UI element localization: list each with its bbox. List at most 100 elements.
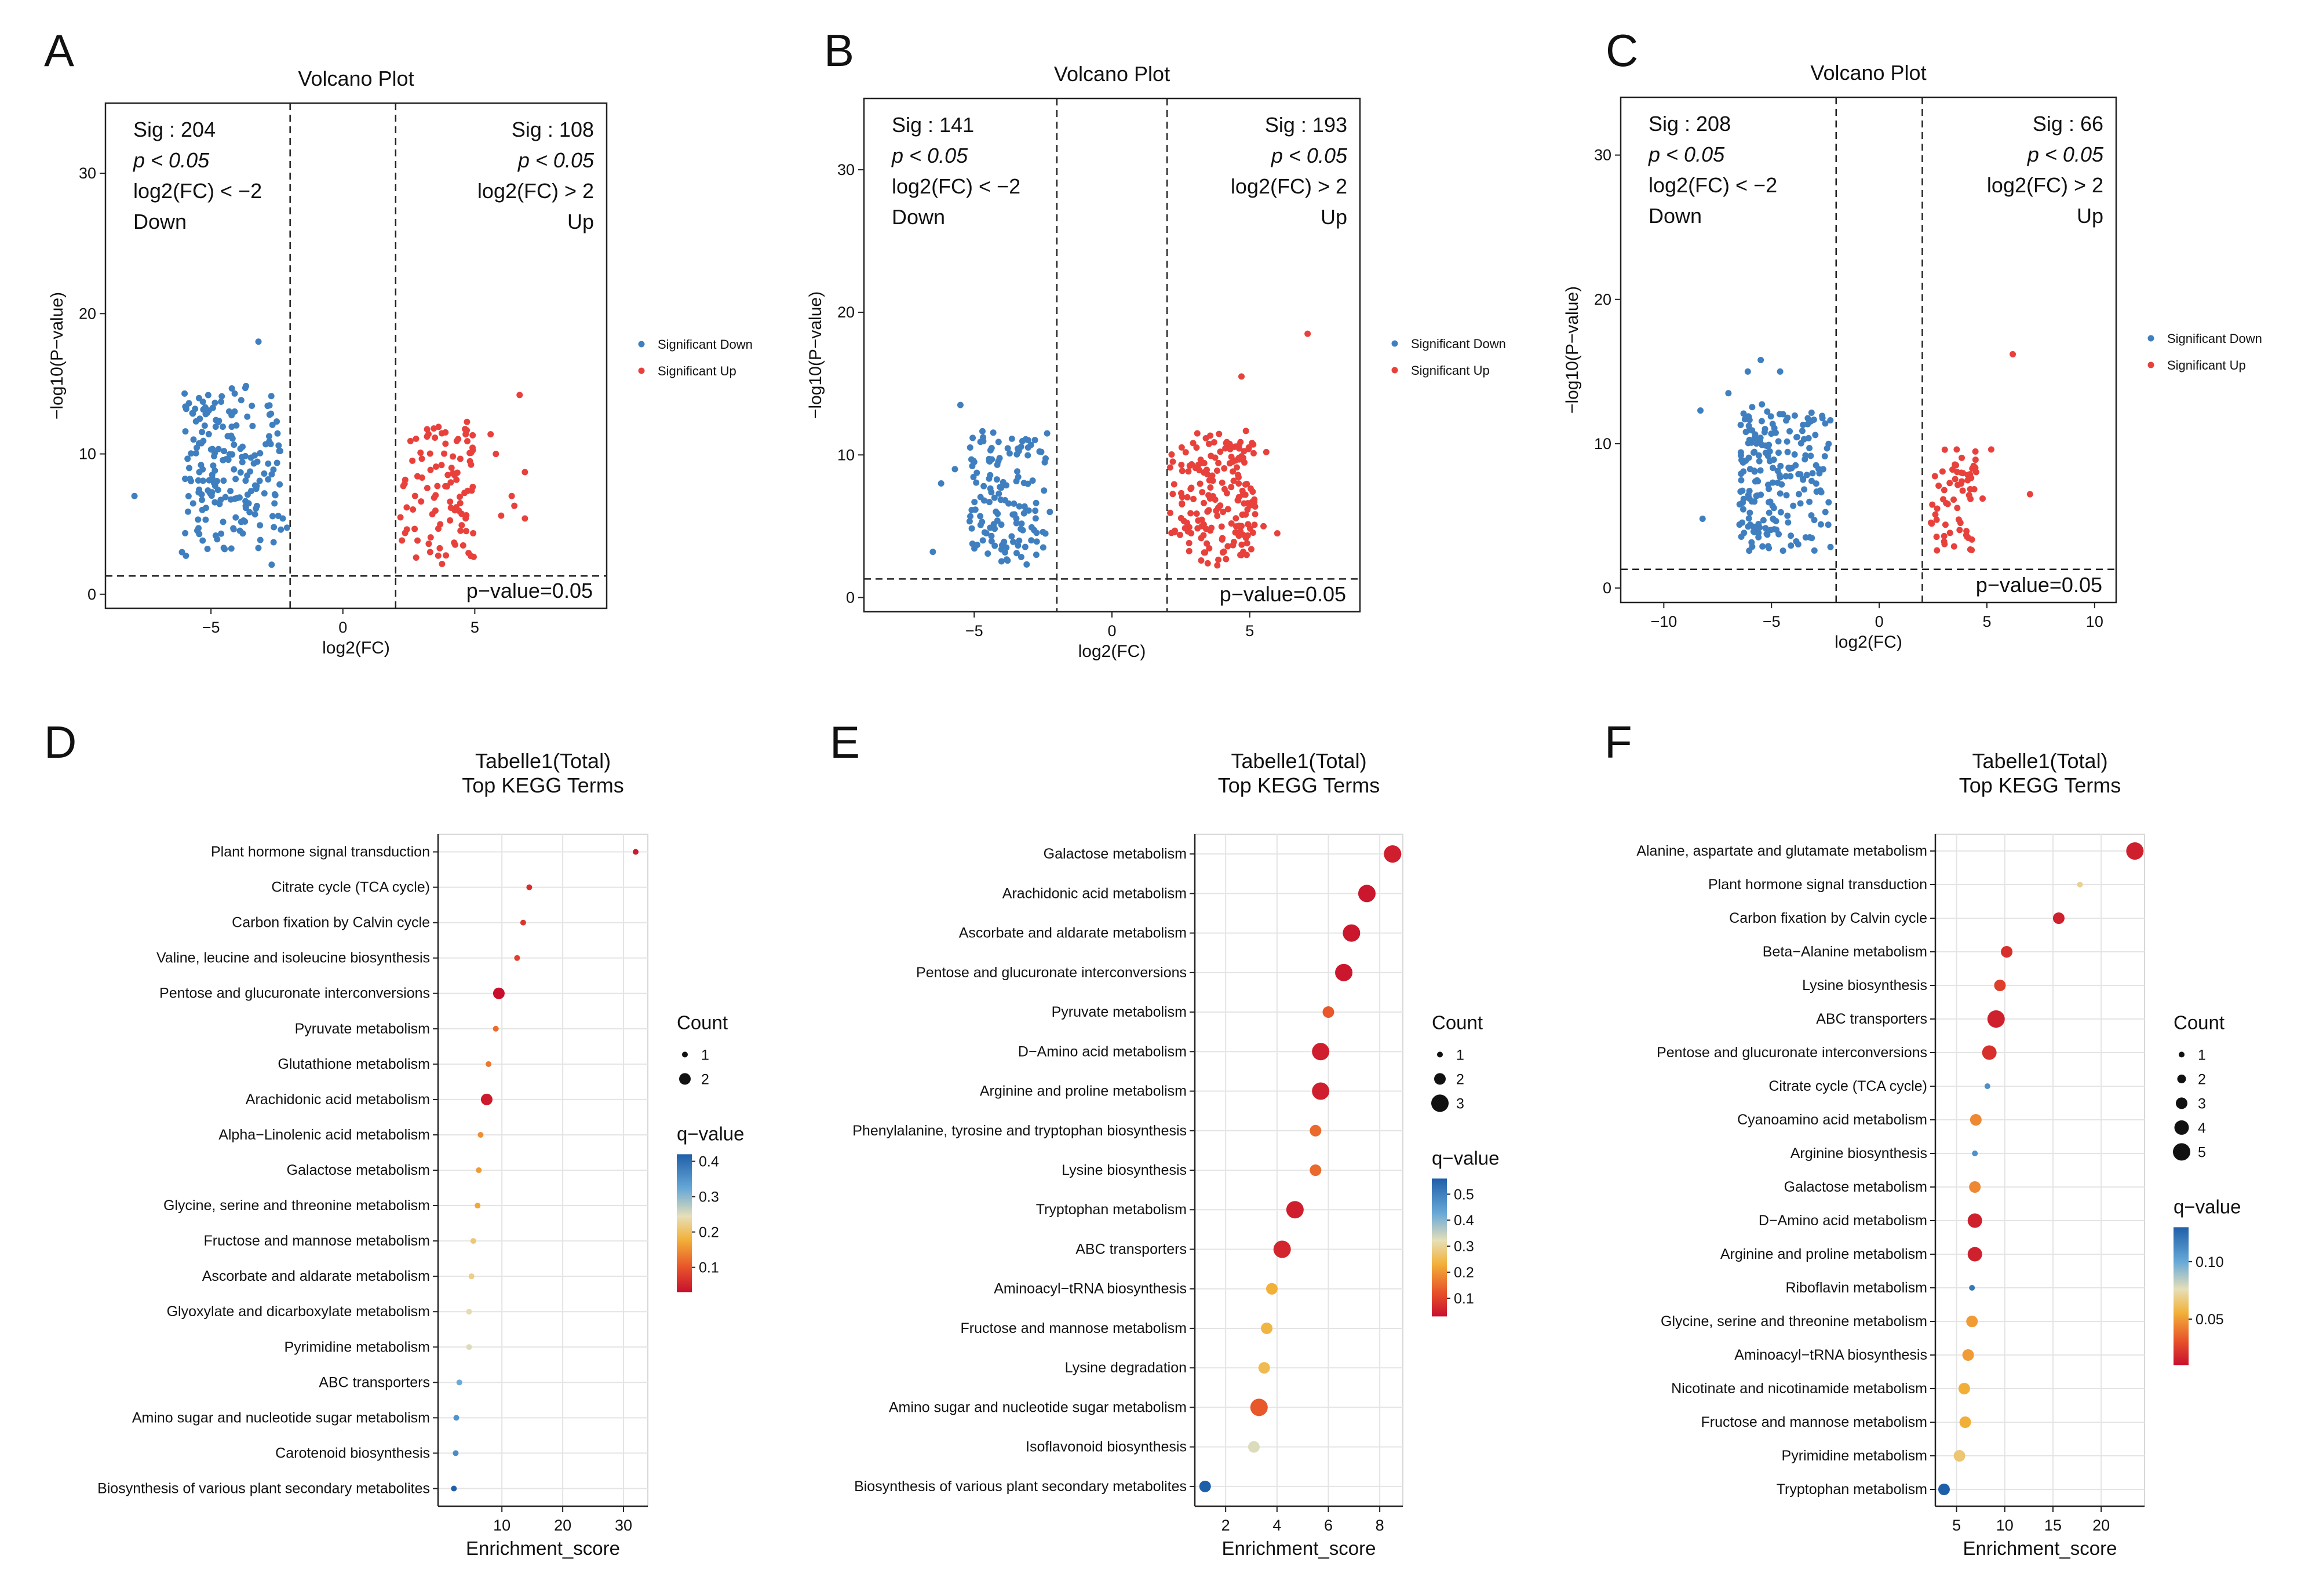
- significant-down-point: [1808, 512, 1815, 519]
- significant-up-point: [1242, 428, 1249, 434]
- significant-down-point: [218, 399, 225, 406]
- significant-up-point: [1941, 532, 1948, 539]
- significant-down-point: [1778, 481, 1785, 488]
- significant-down-point: [200, 437, 207, 444]
- x-tick-label: −5: [202, 619, 220, 636]
- chart-title: Tabelle1(Total): [1972, 749, 2107, 773]
- significant-down-point: [986, 475, 993, 482]
- x-tick-label: 5: [1982, 613, 1991, 630]
- significant-down-point: [270, 539, 277, 546]
- significant-up-point: [1235, 523, 1242, 529]
- chart-subtitle: Top KEGG Terms: [1218, 773, 1380, 797]
- significant-up-point: [1238, 552, 1245, 558]
- kegg-term-label: Arginine and proline metabolism: [980, 1083, 1187, 1100]
- colorbar-tick-label: 0.1: [699, 1260, 719, 1276]
- significant-down-point: [205, 392, 211, 399]
- kegg-term-bubble: [1312, 1043, 1330, 1061]
- significant-up-point: [1946, 480, 1953, 487]
- y-tick-label: 10: [1594, 435, 1611, 452]
- significant-down-point: [214, 536, 221, 543]
- kegg-term-label: Amino sugar and nucleotide sugar metabol…: [132, 1409, 430, 1426]
- significant-down-point: [1753, 492, 1760, 499]
- significant-down-point: [1025, 507, 1032, 514]
- x-tick-label: 2: [1221, 1517, 1230, 1534]
- significant-down-point: [1793, 434, 1800, 441]
- significant-up-point: [1230, 468, 1237, 475]
- significant-up-point: [1219, 479, 1226, 486]
- significant-down-point: [1769, 465, 1776, 472]
- x-tick-label: 10: [1996, 1517, 2014, 1534]
- significant-down-point: [199, 537, 206, 544]
- significant-up-point: [1954, 505, 1961, 512]
- significant-down-point: [277, 447, 284, 454]
- significant-down-point: [1013, 478, 1020, 485]
- significant-down-point: [973, 469, 980, 476]
- significant-down-point: [1046, 509, 1053, 516]
- significant-up-point: [1178, 461, 1185, 468]
- significant-down-point: [238, 454, 245, 461]
- significant-up-point: [1251, 521, 1258, 528]
- significant-down-point: [1010, 538, 1017, 545]
- significant-up-point: [1167, 509, 1174, 516]
- significant-down-point: [1793, 538, 1800, 545]
- kegg-term-label: Plant hormone signal transduction: [1708, 876, 1927, 893]
- significant-up-point: [1260, 523, 1267, 529]
- significant-down-point: [1762, 425, 1768, 432]
- count-legend-marker: [1437, 1051, 1443, 1058]
- significant-up-point: [1228, 454, 1235, 461]
- significant-down-point: [1023, 561, 1030, 568]
- significant-up-point: [1263, 448, 1270, 455]
- chart-subtitle: Top KEGG Terms: [462, 773, 623, 797]
- panel-letter-b: B: [824, 25, 855, 76]
- significant-up-point: [1967, 495, 1974, 502]
- significant-down-point: [1759, 401, 1766, 408]
- significant-down-point: [220, 518, 227, 525]
- kegg-term-bubble: [466, 1309, 472, 1315]
- significant-down-point: [1033, 538, 1040, 545]
- significant-down-point: [186, 465, 193, 472]
- kegg-term-label: Citrate cycle (TCA cycle): [1768, 1078, 1927, 1094]
- significant-up-point: [1184, 520, 1191, 527]
- kegg-term-label: Citrate cycle (TCA cycle): [271, 879, 430, 896]
- significant-down-point: [1742, 429, 1749, 436]
- kegg-term-bubble: [1984, 1083, 1990, 1089]
- x-tick-label: 5: [471, 619, 479, 636]
- significant-up-point: [469, 483, 476, 490]
- kegg-term-bubble: [1250, 1398, 1268, 1416]
- significant-up-point: [435, 552, 442, 559]
- significant-up-point: [1228, 520, 1235, 527]
- significant-up-point: [1935, 483, 1942, 490]
- sig-down-annotation-line: Down: [892, 205, 945, 229]
- significant-up-point: [1241, 448, 1248, 455]
- significant-up-point: [1219, 535, 1226, 542]
- significant-up-point: [498, 512, 505, 519]
- y-axis-label: −log10(P−value): [1563, 286, 1582, 414]
- y-tick-label: 10: [837, 446, 855, 463]
- significant-up-point: [1199, 489, 1206, 496]
- significant-up-point: [1184, 528, 1191, 535]
- significant-down-point: [1760, 517, 1767, 524]
- x-tick-label: 20: [2092, 1517, 2110, 1534]
- significant-down-point: [1788, 532, 1795, 539]
- significant-up-point: [451, 507, 458, 514]
- significant-up-point: [1224, 506, 1231, 513]
- kegg-term-bubble: [456, 1379, 462, 1386]
- significant-down-point: [1817, 521, 1824, 528]
- significant-down-point: [268, 561, 275, 568]
- legend-marker-up: [2147, 361, 2154, 368]
- significant-up-point: [1229, 458, 1236, 465]
- kegg-term-label: Beta−Alanine metabolism: [1763, 944, 1927, 960]
- kegg-term-bubble: [1273, 1240, 1291, 1258]
- kegg-term-bubble: [2126, 842, 2144, 860]
- kegg-term-bubble: [451, 1485, 457, 1492]
- kegg-term-bubble: [1199, 1480, 1211, 1492]
- significant-down-point: [195, 525, 202, 532]
- significant-up-point: [463, 528, 470, 535]
- significant-down-point: [1003, 556, 1010, 563]
- significant-down-point: [1748, 498, 1755, 505]
- significant-up-point: [434, 483, 441, 490]
- y-tick-label: 20: [1594, 291, 1611, 308]
- significant-down-point: [977, 521, 984, 528]
- significant-up-point: [1223, 490, 1230, 496]
